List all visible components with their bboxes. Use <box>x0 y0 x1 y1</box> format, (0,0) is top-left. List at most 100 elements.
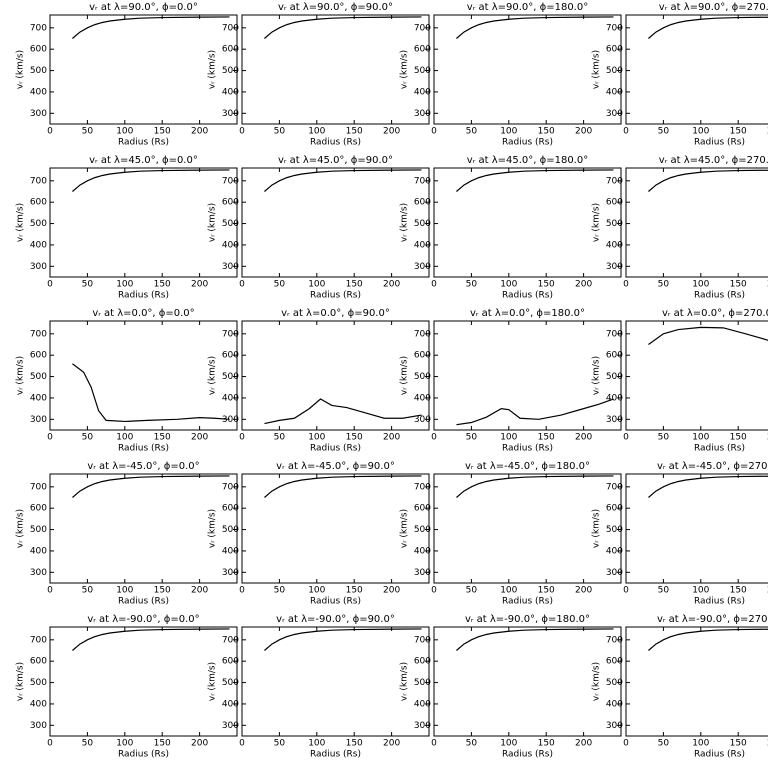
y-tick-label: 400 <box>222 87 239 97</box>
x-tick-label: 150 <box>538 739 555 749</box>
plot-frame <box>625 14 768 125</box>
chart-title: vᵣ at λ=90.0°, ϕ=0.0° <box>89 2 198 13</box>
x-tick-label: 150 <box>346 280 363 290</box>
x-tick-label: 100 <box>692 433 709 443</box>
x-tick-label: 100 <box>116 280 133 290</box>
chart-title: vᵣ at λ=-90.0°, ϕ=180.0° <box>465 614 590 625</box>
y-tick-label: 600 <box>414 198 431 208</box>
y-axis-label: vᵣ (km/s) <box>400 662 410 701</box>
y-tick-label: 700 <box>222 329 239 339</box>
chart-title: vᵣ at λ=-45.0°, ϕ=0.0° <box>87 461 199 472</box>
x-axis-label: Radius (Rs) <box>694 444 745 454</box>
data-line <box>456 16 614 39</box>
x-tick-label: 50 <box>466 280 478 290</box>
y-tick-label: 300 <box>222 721 239 731</box>
x-tick-label: 0 <box>431 127 437 137</box>
y-tick-label: 400 <box>30 393 47 403</box>
y-tick-label: 700 <box>222 482 239 492</box>
y-tick-label: 400 <box>222 699 239 709</box>
x-tick-label: 100 <box>692 586 709 596</box>
y-tick-label: 700 <box>222 635 239 645</box>
x-tick-label: 150 <box>346 433 363 443</box>
x-tick-label: 150 <box>154 127 171 137</box>
y-tick-label: 500 <box>606 525 623 535</box>
y-tick-label: 400 <box>222 240 239 250</box>
data-line <box>648 475 768 498</box>
y-tick-label: 400 <box>414 546 431 556</box>
y-tick-label: 400 <box>222 546 239 556</box>
plot-frame <box>241 167 430 278</box>
y-axis-label: vᵣ (km/s) <box>16 203 26 242</box>
y-tick-label: 600 <box>222 504 239 514</box>
x-tick-label: 50 <box>82 433 94 443</box>
y-tick-label: 600 <box>606 657 623 667</box>
x-tick-label: 100 <box>692 127 709 137</box>
x-tick-label: 0 <box>239 127 245 137</box>
data-line <box>648 326 768 345</box>
x-tick-label: 50 <box>466 739 478 749</box>
x-axis-label: Radius (Rs) <box>310 597 361 607</box>
x-tick-label: 200 <box>575 586 592 596</box>
x-tick-label: 200 <box>383 280 400 290</box>
plot-frame <box>433 473 622 584</box>
y-tick-label: 400 <box>414 87 431 97</box>
y-tick-label: 600 <box>222 351 239 361</box>
y-tick-label: 700 <box>30 23 47 33</box>
x-axis-label: Radius (Rs) <box>118 291 169 301</box>
x-tick-label: 100 <box>500 739 517 749</box>
y-axis-label: vᵣ (km/s) <box>400 356 410 395</box>
y-tick-label: 600 <box>606 198 623 208</box>
y-axis-label: vᵣ (km/s) <box>592 203 602 242</box>
x-axis-label: Radius (Rs) <box>502 138 553 148</box>
data-line <box>648 16 768 39</box>
x-tick-label: 0 <box>239 586 245 596</box>
y-tick-label: 600 <box>414 351 431 361</box>
chart-title: vᵣ at λ=-45.0°, ϕ=90.0° <box>276 461 395 472</box>
y-axis-label: vᵣ (km/s) <box>16 509 26 548</box>
x-tick-label: 100 <box>116 127 133 137</box>
y-tick-label: 600 <box>414 45 431 55</box>
x-tick-label: 100 <box>308 739 325 749</box>
data-line <box>456 475 614 498</box>
y-tick-label: 500 <box>222 219 239 229</box>
y-tick-label: 400 <box>222 393 239 403</box>
y-tick-label: 300 <box>30 262 47 272</box>
x-axis-label: Radius (Rs) <box>118 750 169 760</box>
chart-title: vᵣ at λ=-90.0°, ϕ=0.0° <box>87 614 199 625</box>
x-tick-label: 0 <box>47 280 53 290</box>
y-tick-label: 500 <box>30 219 47 229</box>
x-tick-label: 100 <box>308 586 325 596</box>
y-tick-label: 700 <box>222 23 239 33</box>
data-line <box>264 169 422 192</box>
y-tick-label: 700 <box>414 482 431 492</box>
y-tick-label: 500 <box>30 678 47 688</box>
plot-frame <box>433 167 622 278</box>
plot-frame <box>49 473 238 584</box>
x-tick-label: 200 <box>191 127 208 137</box>
x-tick-label: 50 <box>82 127 94 137</box>
y-axis-label: vᵣ (km/s) <box>208 50 218 89</box>
y-tick-label: 400 <box>30 699 47 709</box>
y-tick-label: 300 <box>414 721 431 731</box>
y-tick-label: 600 <box>606 45 623 55</box>
y-tick-label: 400 <box>606 699 623 709</box>
x-tick-label: 0 <box>239 280 245 290</box>
y-tick-label: 600 <box>606 351 623 361</box>
data-line <box>648 628 768 651</box>
x-tick-label: 100 <box>308 433 325 443</box>
plot-frame <box>241 626 430 737</box>
y-tick-label: 300 <box>606 568 623 578</box>
plot-frame <box>49 626 238 737</box>
x-axis-label: Radius (Rs) <box>118 597 169 607</box>
x-tick-label: 50 <box>466 433 478 443</box>
data-line <box>264 628 422 651</box>
y-tick-label: 300 <box>222 415 239 425</box>
chart-title: vᵣ at λ=-90.0°, ϕ=270.0° <box>657 614 768 625</box>
chart-title: vᵣ at λ=0.0°, ϕ=90.0° <box>281 308 390 319</box>
plot-frame <box>241 320 430 431</box>
chart-title: vᵣ at λ=45.0°, ϕ=180.0° <box>467 155 588 166</box>
x-tick-label: 50 <box>274 280 286 290</box>
x-tick-label: 200 <box>575 280 592 290</box>
x-tick-label: 200 <box>383 586 400 596</box>
y-tick-label: 400 <box>414 240 431 250</box>
